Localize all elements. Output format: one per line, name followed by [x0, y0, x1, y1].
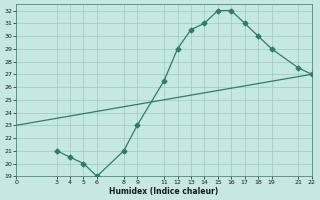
X-axis label: Humidex (Indice chaleur): Humidex (Indice chaleur) — [109, 187, 219, 196]
